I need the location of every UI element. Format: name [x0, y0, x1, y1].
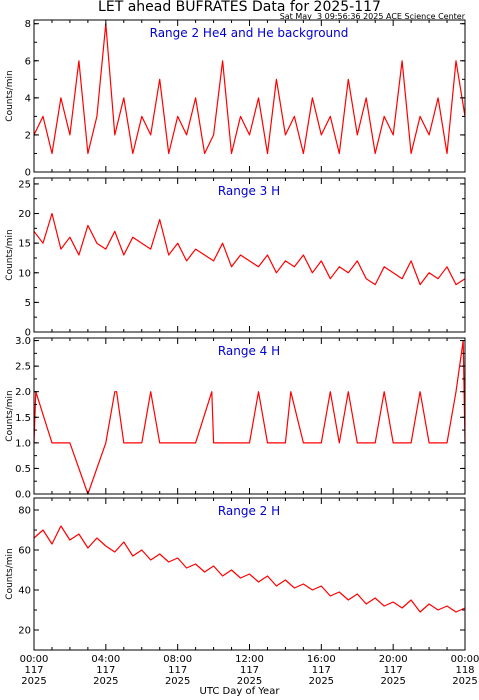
x-tick-doy: 117: [240, 665, 259, 676]
y-tick-label: 0.0: [15, 490, 31, 501]
x-tick-year: 2025: [309, 676, 334, 687]
y-tick-label: 40: [18, 586, 31, 597]
x-tick-doy: 117: [312, 665, 331, 676]
x-tick-doy: 118: [455, 665, 474, 676]
x-tick-time: 16:00: [307, 654, 336, 665]
x-tick-year: 2025: [237, 676, 262, 687]
y-tick-label: 25: [18, 179, 31, 190]
y-tick-label: 2: [25, 130, 31, 141]
page-title: LET ahead BUFRATES Data for 2025-117: [98, 0, 381, 15]
series-line-4-1: [33, 525, 466, 613]
x-tick-doy: 117: [96, 665, 115, 676]
panel-title-1: Range 2 He4 and He background: [150, 26, 349, 40]
y-tick-label: 15: [18, 239, 31, 250]
series-line-1-1: [33, 23, 466, 155]
x-tick-time: 00:00: [451, 654, 479, 665]
series-line-3-1: [33, 340, 466, 495]
y-tick-label: 6: [25, 56, 31, 67]
x-tick-year: 2025: [380, 676, 405, 687]
x-tick-year: 2025: [93, 676, 118, 687]
y-axis-label-4: Counts/min: [5, 548, 15, 599]
panel-title-3: Range 4 H: [218, 344, 280, 358]
series-line-2-1: [33, 212, 466, 286]
panel-title-4: Range 2 H: [218, 504, 280, 518]
y-tick-label: 10: [18, 268, 31, 279]
x-tick-doy: 117: [168, 665, 187, 676]
x-tick-year: 2025: [21, 676, 46, 687]
panel-frame-3: [33, 337, 466, 495]
y-tick-label: 2.5: [15, 362, 31, 373]
x-tick-time: 20:00: [379, 654, 408, 665]
x-axis-title: UTC Day of Year: [199, 686, 280, 697]
y-tick-label: 3.0: [15, 336, 31, 347]
panel-frame-2: [33, 177, 466, 333]
y-tick-label: 20: [18, 626, 31, 637]
y-tick-label: 0: [25, 328, 31, 339]
x-tick-time: 08:00: [163, 654, 192, 665]
y-axis-label-3: Counts/min: [5, 390, 15, 441]
y-tick-label: 80: [18, 506, 31, 517]
y-tick-label: 2.0: [15, 387, 31, 398]
panel-title-2: Range 3 H: [218, 184, 280, 198]
y-tick-label: 1.5: [15, 413, 31, 424]
x-tick-time: 04:00: [91, 654, 120, 665]
y-tick-label: 0.5: [15, 464, 31, 475]
y-tick-label: 1.0: [15, 438, 31, 449]
y-tick-label: 8: [25, 19, 31, 30]
y-tick-label: 4: [25, 93, 31, 104]
y-axis-label-1: Counts/min: [5, 70, 15, 121]
x-tick-time: 12:00: [235, 654, 264, 665]
x-tick-year: 2025: [165, 676, 190, 687]
y-tick-label: 20: [18, 209, 31, 220]
x-tick-doy: 117: [384, 665, 403, 676]
x-tick-time: 00:00: [20, 654, 49, 665]
generation-timestamp: Sat May 3 09:56:36 2025 ACE Science Cent…: [279, 12, 465, 21]
x-tick-year: 2025: [452, 676, 477, 687]
y-tick-label: 5: [25, 298, 31, 309]
y-tick-label: 0: [25, 168, 31, 179]
x-tick-doy: 117: [24, 665, 43, 676]
y-tick-label: 60: [18, 546, 31, 557]
y-axis-label-2: Counts/min: [5, 229, 15, 280]
